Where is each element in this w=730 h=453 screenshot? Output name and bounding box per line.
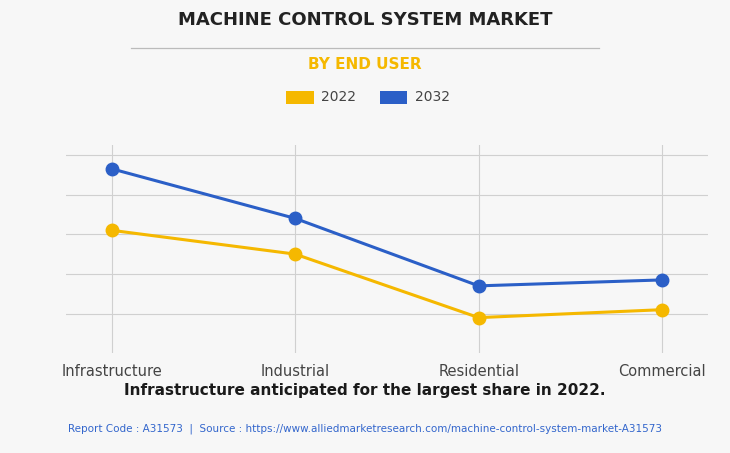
Text: Infrastructure anticipated for the largest share in 2022.: Infrastructure anticipated for the large… <box>124 383 606 398</box>
Text: BY END USER: BY END USER <box>308 57 422 72</box>
Text: 2032: 2032 <box>415 91 450 104</box>
Text: Report Code : A31573  |  Source : https://www.alliedmarketresearch.com/machine-c: Report Code : A31573 | Source : https://… <box>68 424 662 434</box>
Text: 2022: 2022 <box>321 91 356 104</box>
Text: MACHINE CONTROL SYSTEM MARKET: MACHINE CONTROL SYSTEM MARKET <box>177 11 553 29</box>
